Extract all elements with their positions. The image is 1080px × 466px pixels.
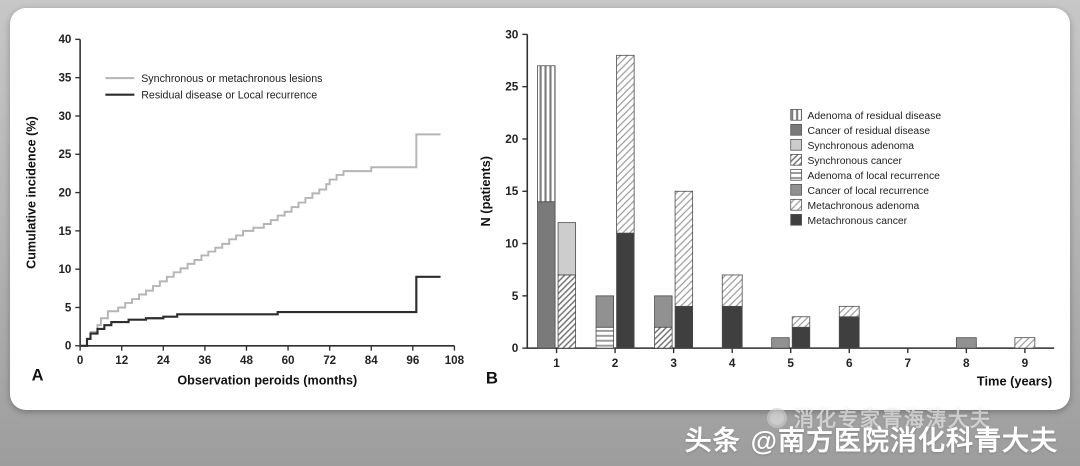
svg-text:25: 25 bbox=[505, 80, 519, 94]
svg-text:5: 5 bbox=[65, 301, 72, 314]
bar-segment bbox=[654, 326, 673, 349]
bar-segment bbox=[616, 54, 635, 234]
svg-text:7: 7 bbox=[905, 356, 912, 370]
svg-text:24: 24 bbox=[157, 354, 170, 367]
svg-text:96: 96 bbox=[406, 354, 419, 367]
panel-b-ylabel: N (patients) bbox=[478, 156, 493, 226]
svg-text:1: 1 bbox=[553, 356, 560, 370]
svg-text:10: 10 bbox=[58, 263, 71, 276]
svg-text:Metachronous cancer: Metachronous cancer bbox=[807, 216, 907, 227]
panel-b-xlabel: Time (years) bbox=[977, 374, 1052, 389]
line-series-0 bbox=[80, 133, 441, 347]
svg-text:6: 6 bbox=[846, 356, 853, 370]
svg-text:10: 10 bbox=[505, 237, 519, 251]
bar-segment bbox=[721, 274, 743, 307]
panel-a-legend: Synchronous or metachronous lesions Resid… bbox=[105, 73, 322, 102]
line-series-1 bbox=[80, 275, 441, 347]
watermark-main: 头条 @南方医院消化科青大夫 bbox=[685, 419, 1058, 458]
svg-text:25: 25 bbox=[58, 148, 71, 161]
panel-b-plot: 0 5 10 15 20 25 30 1 2 3 4 5 6 7 8 9 Time (years) N (pati… bbox=[478, 27, 1055, 389]
svg-text:5: 5 bbox=[787, 356, 794, 370]
svg-text:Synchronous cancer: Synchronous cancer bbox=[807, 156, 902, 167]
svg-text:0: 0 bbox=[65, 340, 71, 353]
bar-segment bbox=[791, 316, 811, 328]
bar-segment bbox=[771, 337, 790, 349]
svg-text:35: 35 bbox=[58, 72, 71, 85]
svg-text:108: 108 bbox=[445, 354, 465, 367]
svg-text:2: 2 bbox=[612, 356, 619, 370]
svg-text:30: 30 bbox=[505, 27, 519, 41]
panel-a: 0 12 24 36 48 60 72 84 96 108 0 5 10 15 20 25 30 35 40 Obse… bbox=[20, 16, 468, 406]
svg-text:Cancer of residual disease: Cancer of residual disease bbox=[807, 126, 930, 137]
svg-text:60: 60 bbox=[282, 354, 295, 367]
svg-text:15: 15 bbox=[505, 184, 519, 198]
svg-text:Adenoma of local recurrence: Adenoma of local recurrence bbox=[807, 171, 940, 182]
watermark-handle: @南方医院消化科青大夫 bbox=[750, 426, 1058, 456]
panel-b-chart-svg: 0 5 10 15 20 25 30 1 2 3 4 5 6 7 8 9 Time (years) N (pati… bbox=[478, 27, 1055, 389]
bar-segment bbox=[791, 326, 811, 349]
panel-b-label: B bbox=[486, 369, 498, 388]
svg-text:Synchronous or metachronous le: Synchronous or metachronous lesions bbox=[141, 73, 322, 85]
svg-text:84: 84 bbox=[365, 354, 378, 367]
svg-text:15: 15 bbox=[58, 225, 71, 238]
svg-text:0: 0 bbox=[512, 341, 519, 355]
bar-segment bbox=[721, 305, 743, 349]
panel-a-ylabel: Cumulative incidence (%) bbox=[25, 116, 39, 269]
panel-b: 0 5 10 15 20 25 30 1 2 3 4 5 6 7 8 9 Time (years) N (pati… bbox=[474, 16, 1066, 406]
svg-text:Adenoma of residual disease: Adenoma of residual disease bbox=[807, 111, 941, 122]
svg-text:48: 48 bbox=[240, 354, 253, 367]
bar-segment bbox=[654, 295, 673, 328]
bar-segment bbox=[616, 232, 635, 349]
svg-text:4: 4 bbox=[729, 356, 736, 370]
bar-segment bbox=[537, 201, 556, 349]
axes bbox=[526, 34, 1055, 349]
bar-segment bbox=[1014, 337, 1036, 349]
svg-text:30: 30 bbox=[58, 110, 71, 123]
panel-b-legend: Adenoma of residual disease Cancer of res… bbox=[790, 108, 941, 227]
svg-text:Synchronous adenoma: Synchronous adenoma bbox=[807, 141, 914, 152]
svg-text:5: 5 bbox=[512, 289, 519, 303]
bar-segment bbox=[674, 190, 694, 307]
bar-segment bbox=[955, 337, 977, 349]
svg-text:Metachronous adenoma: Metachronous adenoma bbox=[807, 201, 919, 212]
bar-segment bbox=[595, 326, 615, 349]
figure-card: 0 12 24 36 48 60 72 84 96 108 0 5 10 15 20 25 30 35 40 Obse… bbox=[10, 8, 1070, 410]
panel-a-plot: 0 12 24 36 48 60 72 84 96 108 0 5 10 15 20 25 30 35 40 Obse… bbox=[25, 33, 465, 387]
svg-text:20: 20 bbox=[58, 186, 71, 199]
panel-a-chart-svg: 0 12 24 36 48 60 72 84 96 108 0 5 10 15 20 25 30 35 40 Obse… bbox=[25, 33, 465, 387]
bar-segment bbox=[557, 222, 577, 276]
svg-text:0: 0 bbox=[77, 354, 83, 367]
svg-text:Cancer of local recurrence: Cancer of local recurrence bbox=[807, 186, 929, 197]
bar-segment bbox=[838, 316, 860, 349]
bar-segment bbox=[595, 295, 615, 328]
bar-segment bbox=[537, 65, 556, 203]
svg-text:20: 20 bbox=[505, 132, 519, 146]
svg-text:3: 3 bbox=[670, 356, 677, 370]
panel-a-xlabel: Observation peroids (months) bbox=[177, 374, 357, 388]
bar-segment bbox=[674, 305, 694, 349]
svg-text:8: 8 bbox=[963, 356, 970, 370]
watermark-brand: 头条 bbox=[684, 426, 741, 456]
panel-a-label: A bbox=[32, 367, 44, 385]
svg-text:40: 40 bbox=[58, 33, 71, 46]
bar-segment bbox=[557, 274, 577, 349]
svg-text:Residual disease or Local recu: Residual disease or Local recurrence bbox=[141, 90, 317, 102]
bar-segment bbox=[838, 305, 860, 318]
svg-text:36: 36 bbox=[198, 354, 211, 367]
svg-text:72: 72 bbox=[323, 354, 336, 367]
svg-text:12: 12 bbox=[115, 354, 128, 367]
svg-text:9: 9 bbox=[1022, 356, 1029, 370]
